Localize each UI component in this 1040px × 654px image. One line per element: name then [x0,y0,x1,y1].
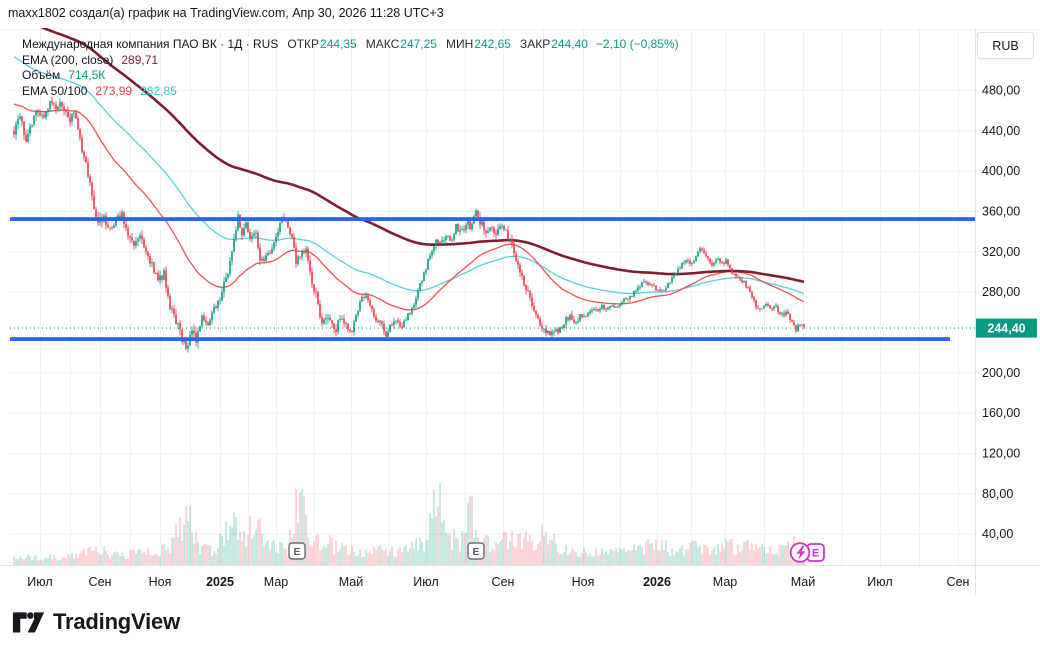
low-label: МИН [445,37,474,51]
price-tick-label: 80,00 [982,487,1013,501]
close-value: 244,40 [551,37,588,51]
svg-text:E: E [812,548,819,560]
price-axis[interactable]: 480,00 440,00 400,00 360,00 320,00 280,00 200,… [976,84,1037,542]
high-label: МАКС [365,37,400,51]
time-axis[interactable]: Июл Сен Ноя 2025 Мар Май Июл Сен Ноя 2026 Мар Май Ию… [27,575,969,589]
change-value: −2,10 (−0,85%) [595,37,679,51]
last-price-tag-text: 244,40 [987,321,1025,335]
low-value: 242,65 [474,37,511,51]
header-divider [0,29,1040,30]
volume-bars [13,483,805,565]
svg-text:E: E [293,546,300,558]
horizontal-line-drawing-2[interactable] [10,337,950,341]
symbol-title[interactable]: Международная компания ПАО ВК [22,37,217,51]
tradingview-footer: TradingView [12,605,180,638]
ema-50-100-label: EMA 50/100 [22,83,88,98]
earnings-marker-1[interactable]: E [288,542,306,560]
horizontal-line-drawing-1[interactable] [10,217,975,221]
high-value: 247,25 [400,37,437,51]
volume-value: 714,5К [68,68,106,82]
time-month-label: Июл [867,575,892,589]
symbol-meta: · 1Д · RUS [216,37,279,51]
volume-label: Объём [22,68,61,82]
chart-legend: Международная компания ПАО ВК · 1Д · RUS… [22,37,679,99]
price-tick-label: 440,00 [982,124,1020,138]
ema50-line [13,103,805,311]
price-tick-label: 360,00 [982,205,1020,219]
time-month-label: Сен [492,575,515,589]
time-month-label: Май [791,575,816,589]
ema100-line [13,56,805,295]
tradingview-wordmark: TradingView [53,608,180,634]
time-month-label: Май [339,575,364,589]
attribution-text: maxx1802 создал(а) график на TradingView… [8,6,444,20]
ema200-value: 289,71 [121,52,159,67]
volume-row[interactable]: Объём 714,5К [22,68,679,84]
symbol-row[interactable]: Международная компания ПАО ВК · 1Д · RUS… [22,37,679,53]
price-tick-label: 40,00 [982,527,1013,541]
currency-toggle-button[interactable]: RUB [977,32,1034,59]
open-label: ОТКР [287,37,320,51]
upcoming-earnings-marker[interactable]: E [789,542,825,563]
time-year-label: 2025 [206,575,234,589]
ema50-value: 273,99 [95,83,133,98]
time-month-label: Мар [264,575,289,589]
ema-50-100-row[interactable]: EMA 50/100 273,99 282,85 [22,84,679,100]
last-price-tag [976,318,1037,338]
price-tick-label: 280,00 [982,285,1020,299]
price-tick-label: 160,00 [982,406,1020,420]
price-tick-label: 320,00 [982,245,1020,259]
price-tick-label: 120,00 [982,447,1020,461]
ema200-label: EMA (200, close) [22,52,114,67]
candlestick-series [13,96,805,353]
time-month-label: Мар [713,575,738,589]
ema200-line [40,28,805,284]
price-tick-label: 400,00 [982,164,1020,178]
time-month-label: Июл [413,575,438,589]
ema100-value: 282,85 [140,83,177,98]
time-month-label: Июл [27,575,52,589]
price-tick-label: 480,00 [982,84,1020,98]
time-month-label: Сен [947,575,970,589]
time-month-label: Ноя [572,575,595,589]
time-month-label: Ноя [149,575,172,589]
time-year-label: 2026 [643,575,671,589]
time-month-label: Сен [89,575,112,589]
open-value: 244,35 [320,37,357,51]
earnings-marker-2[interactable]: E [467,542,485,560]
close-label: ЗАКР [519,37,551,51]
price-tick-label: 200,00 [982,366,1020,380]
ema-lines [13,28,805,311]
svg-text:E: E [472,546,479,558]
grid-layer [10,28,975,565]
tradingview-logo-icon [12,612,45,633]
ema200-row[interactable]: EMA (200, close) 289,71 [22,53,679,69]
price-chart[interactable]: 480,00 440,00 400,00 360,00 320,00 280,00 200,… [0,0,1040,600]
